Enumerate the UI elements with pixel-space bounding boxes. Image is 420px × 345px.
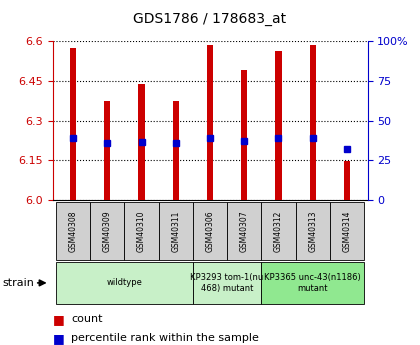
Text: GSM40312: GSM40312 — [274, 210, 283, 252]
Text: count: count — [71, 314, 103, 324]
Text: ■: ■ — [52, 332, 64, 345]
Text: GSM40306: GSM40306 — [205, 210, 215, 252]
Text: GSM40311: GSM40311 — [171, 210, 180, 252]
Text: GSM40307: GSM40307 — [240, 210, 249, 252]
Bar — [296, 202, 330, 260]
Bar — [193, 262, 261, 304]
Bar — [173, 101, 179, 200]
Text: KP3365 unc-43(n1186)
mutant: KP3365 unc-43(n1186) mutant — [264, 273, 361, 293]
Text: GSM40309: GSM40309 — [103, 210, 112, 252]
Text: GSM40313: GSM40313 — [308, 210, 317, 252]
Bar — [124, 202, 159, 260]
Text: GSM40308: GSM40308 — [68, 210, 78, 252]
Text: ■: ■ — [52, 313, 64, 326]
Bar — [227, 202, 261, 260]
Text: wildtype: wildtype — [106, 278, 142, 287]
Bar — [344, 161, 350, 200]
Text: GSM40310: GSM40310 — [137, 210, 146, 252]
Bar — [139, 84, 144, 200]
Bar — [90, 202, 124, 260]
Text: strain: strain — [2, 278, 34, 288]
Bar — [261, 262, 364, 304]
Bar — [330, 202, 364, 260]
Text: percentile rank within the sample: percentile rank within the sample — [71, 333, 259, 343]
Bar — [70, 48, 76, 200]
Text: GDS1786 / 178683_at: GDS1786 / 178683_at — [134, 12, 286, 26]
Bar — [207, 45, 213, 200]
Bar — [276, 51, 281, 200]
Bar — [241, 70, 247, 200]
Bar — [159, 202, 193, 260]
Text: KP3293 tom-1(nu
468) mutant: KP3293 tom-1(nu 468) mutant — [191, 273, 264, 293]
Bar — [193, 202, 227, 260]
Bar — [56, 202, 90, 260]
Bar — [56, 262, 193, 304]
Bar — [261, 202, 296, 260]
Text: GSM40314: GSM40314 — [342, 210, 352, 252]
Bar — [310, 45, 316, 200]
Bar — [104, 101, 110, 200]
